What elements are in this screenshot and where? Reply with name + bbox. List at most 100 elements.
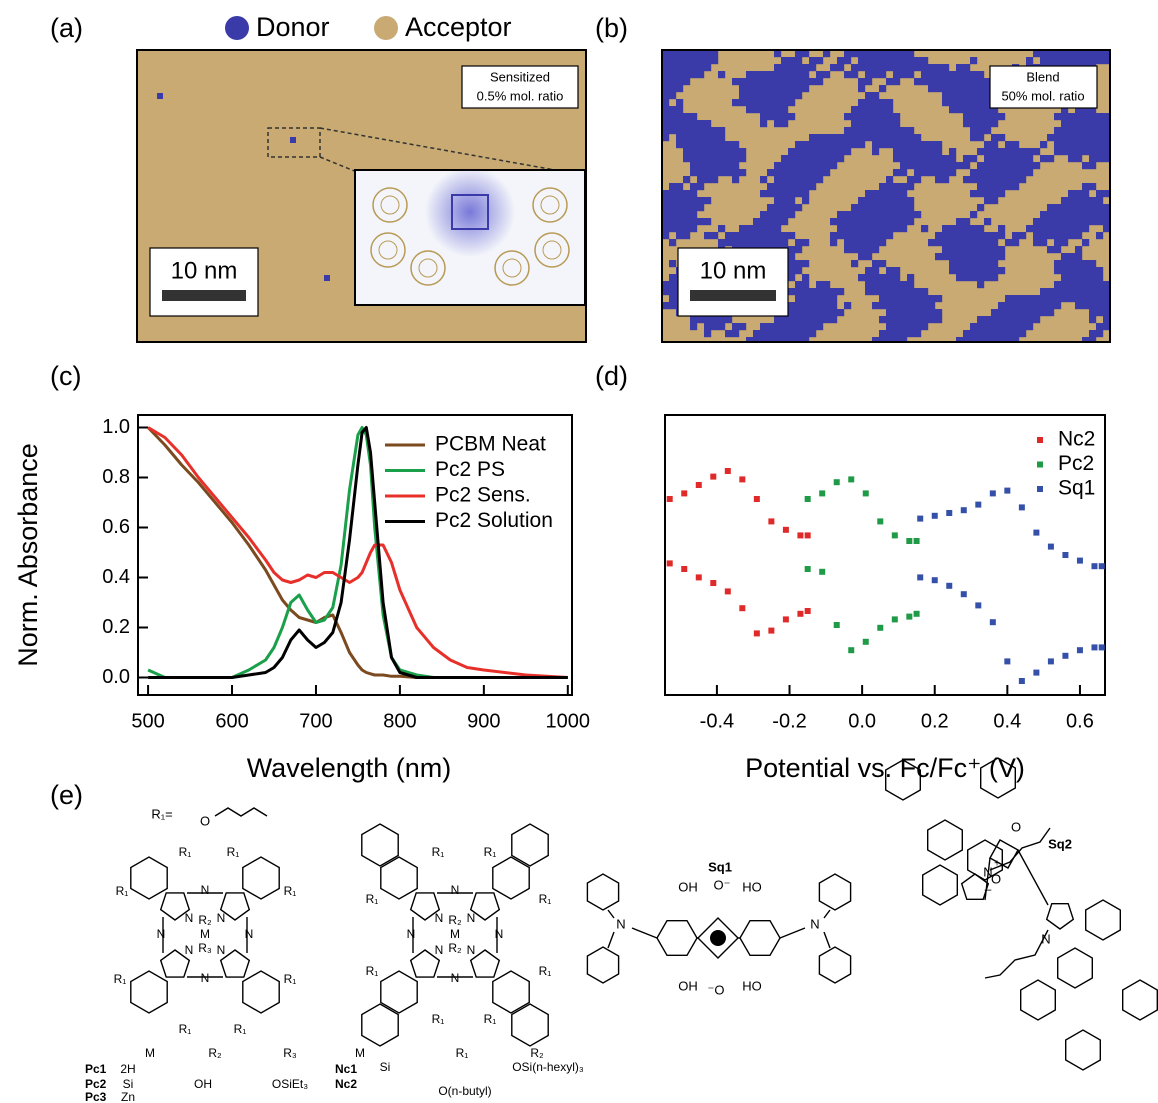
donor-domain [1033,295,1041,303]
donor-domain [865,267,873,275]
donor-domain [865,274,873,282]
donor-domain [893,78,901,86]
donor-domain [788,85,796,93]
donor-domain [1054,211,1062,219]
label: Sensitized [490,69,550,84]
donor-domain [662,64,670,72]
donor-domain [1068,288,1076,296]
donor-domain [718,162,726,170]
label: N [435,911,444,925]
donor-domain [1047,246,1055,254]
ring [885,759,921,801]
donor-domain [977,337,985,342]
donor-domain [760,232,768,240]
donor-domain [774,99,782,107]
donor-domain [837,288,845,296]
donor-domain [753,239,761,247]
donor-domain [788,64,796,72]
donor-domain [690,57,698,65]
donor-domain [823,169,831,177]
label: N [451,883,460,897]
donor-domain [865,64,873,72]
donor-domain [970,71,978,79]
donor-domain [886,106,894,114]
donor-domain [781,232,789,240]
butyl [984,929,1049,979]
donor-domain [746,106,754,114]
donor-domain [669,127,677,135]
donor-domain [1005,323,1013,331]
donor-domain [844,239,852,247]
donor-domain [991,267,999,275]
donor-domain [1075,204,1083,212]
donor-domain [704,57,712,65]
data-point [1091,644,1098,651]
donor-domain [823,50,831,58]
donor-domain [893,274,901,282]
donor-domain [690,148,698,156]
donor-domain [788,288,796,296]
donor-domain [1089,57,1097,65]
donor-domain [858,85,866,93]
donor-domain [837,134,845,142]
donor-domain [879,50,887,58]
donor-domain [977,190,985,198]
donor-domain [844,71,852,79]
donor-domain [970,169,978,177]
donor-domain [984,218,992,226]
legend-label: PCBM Neat [435,433,546,456]
donor-domain [914,288,922,296]
donor-domain [907,71,915,79]
donor-domain [1061,106,1069,114]
donor-domain [690,64,698,72]
donor-domain [809,323,817,331]
donor-domain [921,64,929,72]
donor-domain [851,64,859,72]
data-point [931,512,938,519]
donor-domain [949,232,957,240]
donor-domain [1054,148,1062,156]
label: 50% mol. ratio [1001,88,1084,103]
x-tick-label: 900 [467,710,500,732]
donor-domain [956,99,964,107]
data-point [782,616,789,623]
label: R₁ [284,884,297,898]
donor-domain [809,288,817,296]
donor-domain [781,218,789,226]
donor-domain [949,162,957,170]
ratio-box [461,65,579,109]
label: (d) [595,361,628,391]
data-point [695,574,702,581]
donor-domain [760,78,768,86]
donor-domain [893,190,901,198]
donor-domain [732,155,740,163]
donor-domain [970,246,978,254]
donor-domain [970,323,978,331]
label: R₁= [151,806,172,821]
donor-domain [718,127,726,135]
donor-domain [662,232,670,240]
donor-domain [991,162,999,170]
donor-domain [1068,204,1076,212]
donor-domain [1047,302,1055,310]
donor-domain [1089,141,1097,149]
donor-domain [1075,50,1083,58]
donor-domain [802,183,810,191]
donor-domain [1082,295,1090,303]
donor-domain [1047,309,1055,317]
donor-domain [837,218,845,226]
donor-domain [879,57,887,65]
donor-domain [977,148,985,156]
donor-domain [893,330,901,338]
ring [1084,899,1122,941]
donor-domain [1040,309,1048,317]
donor-domain [697,155,705,163]
donor-domain [788,169,796,177]
donor-domain [774,197,782,205]
donor-domain [1103,155,1110,163]
donor-domain [1026,323,1034,331]
donor-domain [1096,274,1104,282]
donor-domain [767,169,775,177]
donor-domain [851,113,859,121]
bond [1017,849,1049,906]
